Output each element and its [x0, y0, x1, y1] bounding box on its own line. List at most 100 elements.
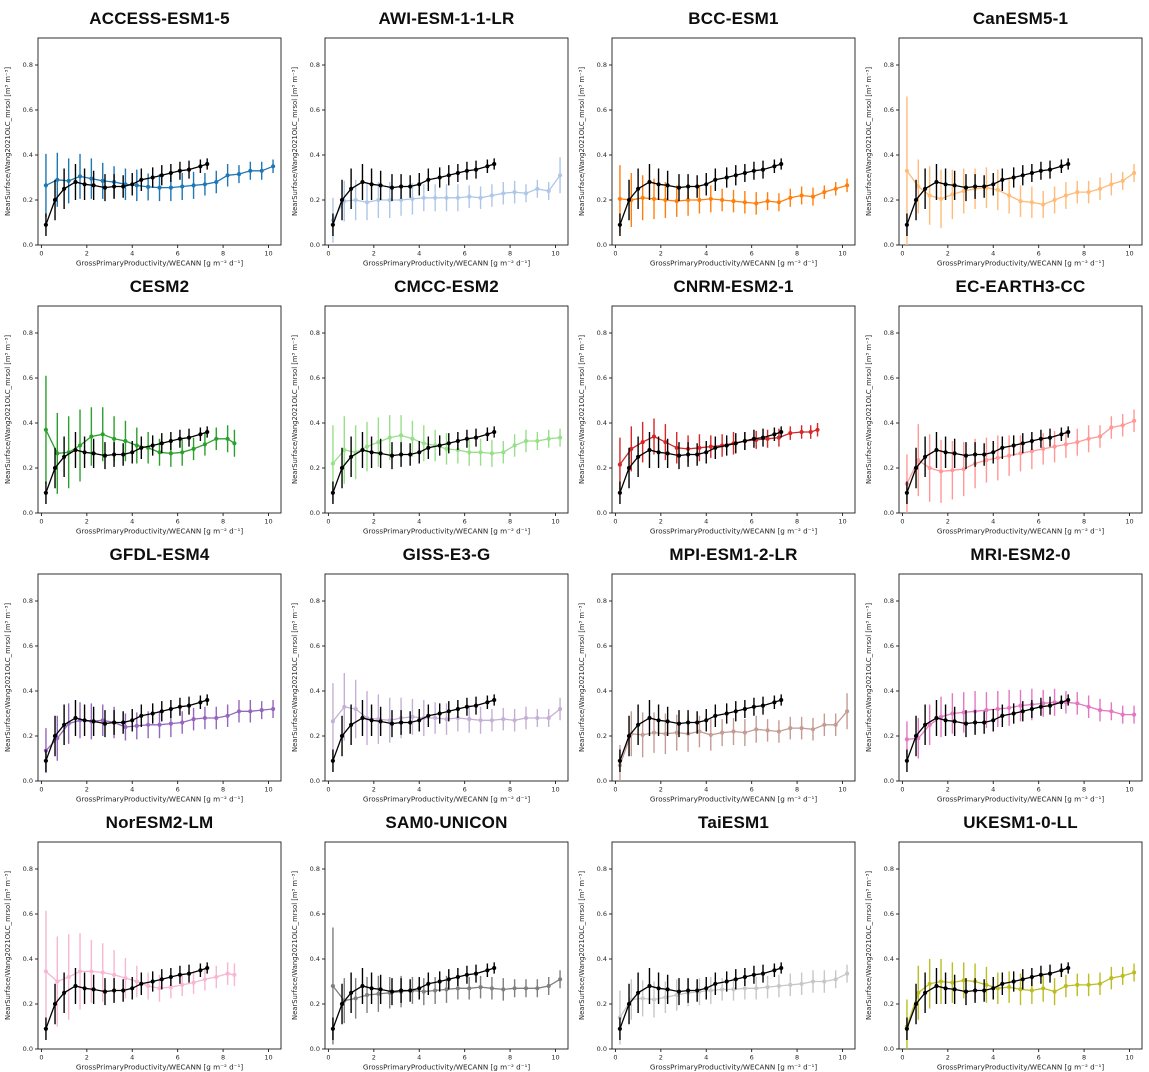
y-axis-label: NearSurface/Wang2021OLC_mrsol [m³ m⁻³] [578, 67, 586, 216]
y-tick-label: 0.6 [310, 910, 320, 918]
y-tick-label: 0.6 [597, 642, 607, 650]
y-tick-label: 0.8 [23, 597, 33, 605]
y-tick-label: 0.0 [597, 777, 607, 785]
x-tick-label: 4 [130, 1054, 134, 1062]
x-axis-label: GrossPrimaryProductivity/WECANN [g m⁻² d… [76, 527, 244, 536]
x-axis-label: GrossPrimaryProductivity/WECANN [g m⁻² d… [937, 795, 1105, 804]
x-tick-label: 0 [900, 250, 904, 258]
model-series [904, 409, 1137, 513]
subplot-access-esm1-5: 0 2 4 6 8 10 0.0 0.2 0.4 0.6 0.8 ACCESS-ESM1-5 Gross… [0, 0, 287, 268]
y-tick-label: 0.8 [597, 597, 607, 605]
x-axis-label: GrossPrimaryProductivity/WECANN [g m⁻² d… [76, 1063, 244, 1072]
x-tick-label: 10 [838, 518, 846, 526]
x-tick-label: 2 [372, 518, 376, 526]
x-tick-label: 8 [221, 250, 225, 258]
reference-series [617, 426, 784, 504]
y-tick-label: 0.0 [884, 777, 894, 785]
x-tick-label: 8 [508, 786, 512, 794]
subplot-cmcc-esm2: 0 2 4 6 8 10 0.0 0.2 0.4 0.6 0.8 CMCC-ESM2 GrossPrim… [287, 268, 574, 536]
y-tick-label: 0.0 [310, 509, 320, 517]
x-tick-label: 2 [946, 1054, 950, 1062]
plot-area [898, 573, 1143, 782]
y-tick-label: 0.0 [310, 777, 320, 785]
reference-series [43, 158, 210, 236]
x-tick-label: 4 [991, 786, 995, 794]
x-tick-label: 4 [704, 786, 708, 794]
x-tick-label: 10 [264, 1054, 272, 1062]
x-tick-label: 6 [463, 786, 467, 794]
subplot-canesm5-1: 0 2 4 6 8 10 0.0 0.2 0.4 0.6 0.8 CanESM5-1 GrossPrim… [861, 0, 1148, 268]
chart-title: EC-EARTH3-CC [956, 277, 1086, 296]
x-tick-label: 8 [221, 786, 225, 794]
chart-title: GISS-E3-G [403, 545, 491, 564]
y-tick-label: 0.4 [23, 955, 33, 963]
subplot-sam0-unicon: 0 2 4 6 8 10 0.0 0.2 0.4 0.6 0.8 SAM0-UNICON GrossPr… [287, 804, 574, 1072]
x-tick-label: 4 [704, 518, 708, 526]
x-tick-label: 4 [991, 1054, 995, 1062]
y-tick-label: 0.4 [310, 151, 320, 159]
y-tick-label: 0.8 [884, 329, 894, 337]
y-axis-label: NearSurface/Wang2021OLC_mrsol [m³ m⁻³] [4, 67, 12, 216]
y-tick-label: 0.0 [23, 241, 33, 249]
y-tick-label: 0.6 [23, 642, 33, 650]
x-tick-label: 10 [838, 1054, 846, 1062]
reference-series [330, 694, 497, 772]
x-tick-label: 2 [659, 1054, 663, 1062]
model-series [617, 693, 850, 781]
y-tick-label: 0.8 [884, 865, 894, 873]
y-axis-label: NearSurface/Wang2021OLC_mrsol [m³ m⁻³] [865, 67, 873, 216]
y-tick-label: 0.0 [597, 509, 607, 517]
chart-title: CESM2 [130, 277, 190, 296]
x-tick-label: 6 [750, 518, 754, 526]
x-tick-label: 6 [750, 250, 754, 258]
y-tick-label: 0.8 [310, 865, 320, 873]
y-tick-label: 0.4 [310, 419, 320, 427]
y-tick-label: 0.2 [23, 464, 33, 472]
chart-svg: 0 2 4 6 8 10 0.0 0.2 0.4 0.6 0.8 CMCC-ESM2 GrossPrim… [287, 268, 574, 536]
reference-series [330, 158, 497, 236]
x-tick-label: 10 [264, 786, 272, 794]
chart-title: NorESM2-LM [106, 813, 214, 832]
y-tick-label: 0.8 [884, 597, 894, 605]
model-series [904, 959, 1137, 1049]
y-tick-label: 0.0 [23, 777, 33, 785]
y-tick-label: 0.6 [884, 106, 894, 114]
y-tick-label: 0.6 [884, 910, 894, 918]
y-tick-label: 0.2 [597, 732, 607, 740]
x-tick-label: 10 [1125, 250, 1133, 258]
y-tick-label: 0.8 [597, 329, 607, 337]
y-tick-label: 0.8 [23, 865, 33, 873]
reference-series [617, 962, 784, 1040]
y-tick-label: 0.0 [884, 241, 894, 249]
y-tick-label: 0.6 [23, 910, 33, 918]
chart-svg: 0 2 4 6 8 10 0.0 0.2 0.4 0.6 0.8 GFDL-ESM4 GrossPrim… [0, 536, 287, 804]
reference-series [904, 158, 1071, 236]
x-tick-label: 6 [463, 250, 467, 258]
y-tick-label: 0.2 [597, 1000, 607, 1008]
y-tick-label: 0.6 [310, 106, 320, 114]
x-tick-label: 0 [326, 786, 330, 794]
model-series [904, 688, 1137, 759]
chart-title: TaiESM1 [698, 813, 769, 832]
x-tick-label: 8 [508, 1054, 512, 1062]
y-tick-label: 0.4 [597, 151, 607, 159]
reference-series [617, 158, 784, 236]
y-tick-label: 0.4 [884, 151, 894, 159]
x-tick-label: 0 [900, 518, 904, 526]
x-tick-label: 2 [946, 250, 950, 258]
y-tick-label: 0.0 [884, 1045, 894, 1053]
chart-svg: 0 2 4 6 8 10 0.0 0.2 0.4 0.6 0.8 AWI-ESM-1-1-LR Gros… [287, 0, 574, 268]
x-tick-label: 0 [613, 518, 617, 526]
x-tick-label: 4 [417, 786, 421, 794]
plot-area [37, 573, 282, 782]
reference-series [330, 426, 497, 504]
plot-area [898, 841, 1143, 1050]
reference-series [904, 962, 1071, 1040]
plot-area [898, 305, 1143, 514]
x-tick-label: 8 [1082, 1054, 1086, 1062]
y-axis-label: NearSurface/Wang2021OLC_mrsol [m³ m⁻³] [4, 871, 12, 1020]
x-tick-label: 6 [750, 786, 754, 794]
chart-title: AWI-ESM-1-1-LR [379, 9, 515, 28]
x-axis-label: GrossPrimaryProductivity/WECANN [g m⁻² d… [937, 1063, 1105, 1072]
model-series [904, 96, 1137, 245]
